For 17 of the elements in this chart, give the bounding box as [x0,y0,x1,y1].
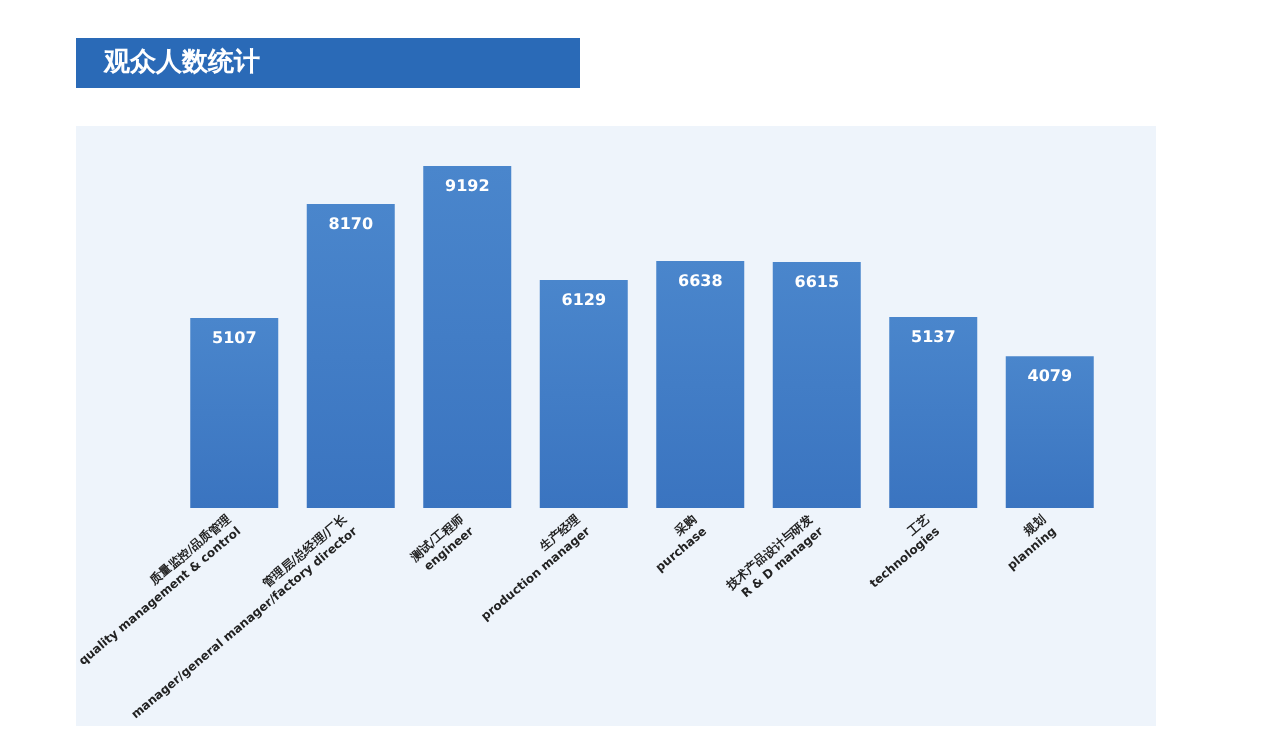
data-label: 5137 [910,327,956,346]
data-label: 6615 [794,272,840,291]
bar [190,318,279,508]
bar [306,204,395,508]
data-label: 6638 [677,272,724,291]
bar [423,166,512,508]
data-label: 9192 [444,177,490,196]
bar [539,280,628,508]
chart-title: 观众人数统计 [102,46,260,78]
bar [656,261,745,508]
bar [889,316,978,508]
bar [772,261,861,508]
data-label: 6129 [561,291,607,309]
bar [1005,356,1094,508]
data-label: 8170 [328,215,374,234]
data-label: 4079 [1027,367,1073,386]
data-label: 5107 [211,329,257,348]
